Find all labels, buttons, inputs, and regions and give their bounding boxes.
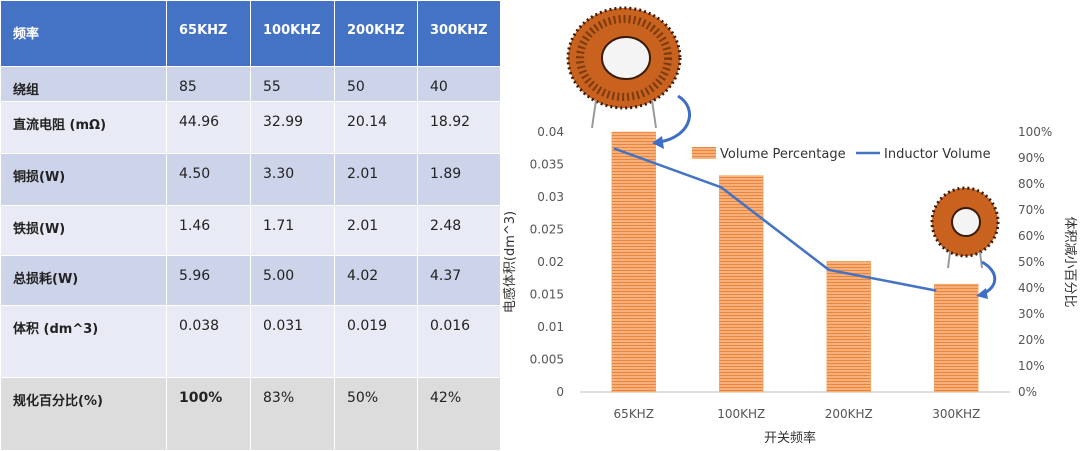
row-label: 直流电阻 (mΩ) [0,101,167,154]
x-axis-title: 开关频率 [764,430,816,446]
y-left-tick-label: 0.005 [530,353,564,367]
row-label: 铜损(W) [0,153,167,206]
y-right-tick-label: 30% [1018,307,1045,321]
table-row: 规化百分比(%) 100% 83% 50% 42% [0,377,501,451]
table-cell: 5.00 [250,255,335,306]
table-row: 体积 (dm^3) 0.038 0.031 0.019 0.016 [0,305,501,378]
y-left-tick-label: 0.03 [537,190,564,204]
table-cell: 2.48 [417,205,501,256]
table-cell: 0.031 [250,305,335,378]
table-cell: 4.02 [334,255,418,306]
table-cell: 0.016 [417,305,501,378]
bar [611,131,656,393]
toroid-inductor-large-icon [566,6,682,129]
x-tick-label: 200KHZ [825,407,873,421]
header-cell: 200KHZ [334,0,418,67]
table-cell: 44.96 [166,101,251,154]
y-left-tick-label: 0 [556,385,564,399]
table-cell: 5.96 [166,255,251,306]
header-cell: 频率 [0,0,167,67]
y-left-tick-label: 0.015 [530,288,564,302]
y-right-tick-label: 60% [1018,229,1045,243]
y-left-tick-label: 0.035 [530,158,564,172]
y-right-tick-label: 80% [1018,177,1045,191]
table-cell: 50 [334,66,418,102]
table-cell: 40 [417,66,501,102]
y-right-tick-label: 70% [1018,203,1045,217]
y-axis-right-title: 体积减小百分比 [1062,216,1077,307]
table-cell: 3.30 [250,153,335,206]
table-cell: 20.14 [334,101,418,154]
y-left-tick-label: 0.01 [537,320,564,334]
header-cell: 300KHZ [417,0,501,67]
table-cell: 42% [417,377,501,451]
y-right-tick-label: 40% [1018,281,1045,295]
legend-bar-swatch [692,147,716,159]
row-label: 规化百分比(%) [0,377,167,451]
table-cell: 0.019 [334,305,418,378]
bar [826,261,871,393]
table-cell: 50% [334,377,418,451]
table-cell: 85 [166,66,251,102]
y-right-tick-label: 20% [1018,333,1045,347]
table-cell: 1.46 [166,205,251,256]
table-cell: 2.01 [334,153,418,206]
table-cell: 0.038 [166,305,251,378]
y-right-tick-label: 100% [1018,125,1052,139]
table-row: 铁损(W) 1.46 1.71 2.01 2.48 [0,205,501,256]
row-label: 绕组 [0,66,167,102]
table-cell: 100% [166,377,251,451]
table-cell: 2.01 [334,205,418,256]
y-left-tick-label: 0.02 [537,255,564,269]
y-right-tick-label: 10% [1018,359,1045,373]
legend: Volume Percentage Inductor Volume [692,147,991,162]
table-cell: 32.99 [250,101,335,154]
y-left-tick-label: 0.04 [537,125,564,139]
y-right-tick-label: 90% [1018,151,1045,165]
bar [719,175,764,393]
table-row: 总损耗(W) 5.96 5.00 4.02 4.37 [0,255,501,306]
arrow-head-icon [976,288,988,299]
y-right-tick-label: 0% [1018,385,1037,399]
curved-arrow-icon [981,260,997,296]
table-cell: 55 [250,66,335,102]
legend-label-bars: Volume Percentage [720,147,846,162]
row-label: 体积 (dm^3) [0,305,167,378]
volume-chart: 0 0.005 0.01 0.015 0.02 0.025 0.03 0.035 0.04 0% 1… [502,6,1077,446]
row-label: 铁损(W) [0,205,167,256]
table-cell: 1.71 [250,205,335,256]
table-header-row: 频率 65KHZ 100KHZ 200KHZ 300KHZ [0,0,501,67]
table-row: 铜损(W) 4.50 3.30 2.01 1.89 [0,153,501,206]
table-row: 直流电阻 (mΩ) 44.96 32.99 20.14 18.92 [0,101,501,154]
table-row: 绕组 85 55 50 40 [0,66,501,102]
table-cell: 4.37 [417,255,501,306]
specs-table: 频率 65KHZ 100KHZ 200KHZ 300KHZ 绕组 85 55 5… [0,0,501,451]
series-line [613,147,937,292]
table-cell: 4.50 [166,153,251,206]
bar [934,283,979,393]
y-left-tick-label: 0.025 [530,223,564,237]
header-cell: 100KHZ [250,0,335,67]
curved-arrow-icon [659,94,692,144]
x-tick-label: 65KHZ [614,407,654,421]
table-cell: 1.89 [417,153,501,206]
y-right-tick-label: 50% [1018,255,1045,269]
table-cell: 83% [250,377,335,451]
arrow-head-icon [652,136,664,149]
row-label: 总损耗(W) [0,255,167,306]
table-cell: 18.92 [417,101,501,154]
header-cell: 65KHZ [166,0,251,67]
x-tick-label: 300KHZ [932,407,980,421]
x-tick-label: 100KHZ [717,407,765,421]
y-axis-left-title: 电感体积(dm^3) [502,211,518,313]
legend-label-line: Inductor Volume [884,147,991,162]
toroid-inductor-small-icon [930,186,1000,269]
